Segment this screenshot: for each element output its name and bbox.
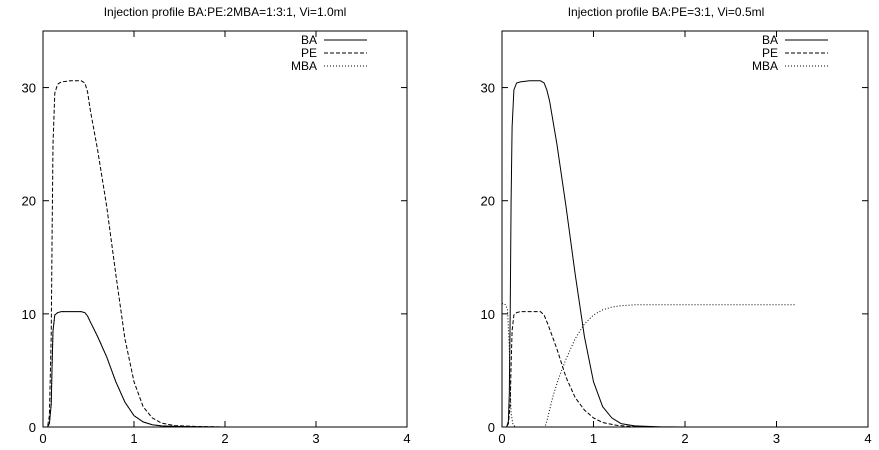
- y-tick-label: 0: [488, 420, 495, 435]
- y-tick-label: 20: [22, 194, 36, 209]
- x-tick-label: 4: [864, 431, 871, 446]
- legend-label: MBA: [291, 59, 317, 73]
- x-tick-label: 0: [498, 431, 505, 446]
- y-tick-label: 30: [481, 81, 495, 96]
- plot-frame: [42, 30, 408, 428]
- legend-label: PE: [762, 46, 778, 60]
- series-line-ba: [43, 311, 335, 428]
- legend-label: MBA: [752, 59, 778, 73]
- series-line-mba: [43, 311, 335, 428]
- series-line-pe: [502, 311, 795, 428]
- legend-label: PE: [301, 46, 317, 60]
- series-line-ba: [502, 80, 795, 428]
- chart-title: Injection profile BA:PE=3:1, Vi=0.5ml: [568, 5, 765, 19]
- x-tick-label: 1: [590, 431, 597, 446]
- x-tick-label: 3: [773, 431, 780, 446]
- y-tick-label: 20: [481, 194, 495, 209]
- series-line-mba: [502, 303, 795, 428]
- y-tick-label: 10: [22, 307, 36, 322]
- y-tick-label: 30: [22, 81, 36, 96]
- x-tick-label: 4: [403, 431, 410, 446]
- chart-title: Injection profile BA:PE:2MBA=1:3:1, Vi=1…: [104, 5, 347, 19]
- legend-label: BA: [301, 33, 317, 47]
- x-tick-label: 3: [312, 431, 319, 446]
- y-tick-label: 10: [481, 307, 495, 322]
- plot-frame: [501, 30, 869, 428]
- chart-panel-left: Injection profile BA:PE:2MBA=1:3:1, Vi=1…: [22, 5, 411, 446]
- x-tick-label: 0: [39, 431, 46, 446]
- chart-panel-right: Injection profile BA:PE=3:1, Vi=0.5ml 0 1…: [481, 5, 872, 446]
- series-line-pe: [43, 80, 335, 428]
- x-tick-label: 1: [130, 431, 137, 446]
- y-tick-label: 0: [29, 420, 36, 435]
- legend-label: BA: [762, 33, 778, 47]
- x-tick-label: 2: [681, 431, 688, 446]
- x-tick-label: 2: [221, 431, 228, 446]
